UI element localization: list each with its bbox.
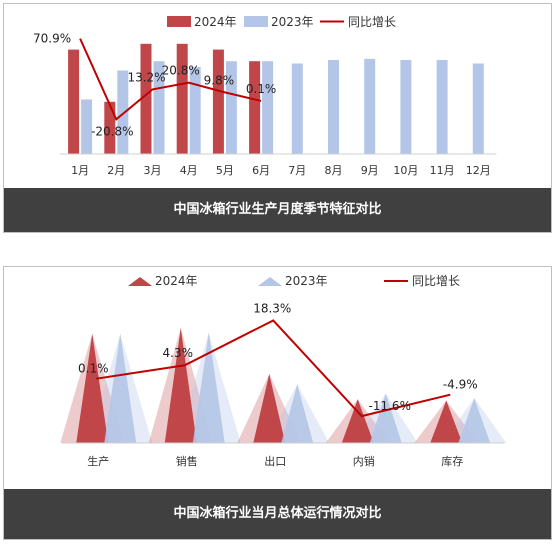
triangle-2023 [192, 332, 225, 443]
bar-2023 [291, 63, 303, 154]
yoy-data-label: 0.1% [246, 82, 277, 96]
chart-title-overview: 中国冰箱行业当月总体运行情况对比 [4, 489, 551, 539]
legend-swatch-2023 [244, 16, 268, 27]
legend-swatch-2024 [167, 16, 191, 27]
x-tick-label: 3月 [144, 164, 162, 177]
x-tick-label: 销售 [176, 454, 198, 468]
x-tick-label: 内销 [353, 454, 375, 468]
bar-2023 [81, 99, 93, 154]
chart-panel-overview: 2024年 2023年 同比增长生产 销售 出口 内销 库存 0.1% 4.3% 18.3% -11… [3, 266, 552, 540]
yoy-line [96, 319, 451, 418]
legend-label-yoy: 同比增长 [412, 274, 460, 288]
bar-2024 [68, 49, 80, 154]
legend-label-2024: 2024年 [155, 274, 198, 288]
bar-2023 [153, 61, 165, 155]
yoy-data-label: -11.6% [369, 399, 411, 413]
bar-2024 [140, 43, 152, 154]
triangle-2023 [458, 398, 491, 443]
x-tick-label: 出口 [264, 454, 286, 468]
yoy-data-label: 20.8% [162, 64, 200, 78]
x-tick-label: 9月 [361, 164, 379, 177]
bar-2024 [104, 101, 116, 154]
yoy-line [79, 38, 262, 121]
yoy-data-label: 4.3% [163, 346, 194, 360]
x-tick-label: 8月 [325, 164, 343, 177]
x-tick-label: 7月 [288, 164, 306, 177]
bar-2024 [212, 49, 224, 154]
bar-2023 [262, 61, 274, 155]
legend-label-2024: 2024年 [194, 15, 237, 29]
triangle-2024 [76, 333, 109, 443]
bar-2024 [249, 61, 261, 155]
chart-panel-monthly: 2024年 2023年 同比增长 1月 2月 3月 4月 5月 6月 7月 8月 9月 10月 11月 12… [3, 3, 552, 233]
x-tick-label: 库存 [441, 454, 463, 468]
x-tick-label: 11月 [430, 164, 455, 177]
yoy-data-label: -20.8% [91, 124, 133, 138]
bar-2023 [189, 67, 201, 154]
x-tick-label: 2月 [107, 164, 125, 177]
bar-2023 [328, 60, 339, 154]
bar-2023 [117, 70, 129, 154]
bar-2023 [364, 58, 376, 154]
bar-2024 [176, 43, 188, 154]
triangle-2023 [369, 393, 402, 443]
triangle-2024 [430, 400, 463, 443]
x-tick-label: 10月 [393, 164, 418, 177]
triangle-2024 [253, 374, 286, 443]
x-tick-label: 5月 [216, 164, 234, 177]
yoy-data-label: 18.3% [253, 301, 291, 315]
legend-swatch-2023 [258, 277, 282, 286]
bar-2023 [225, 61, 237, 155]
x-tick-label: 12月 [466, 164, 491, 177]
legend-label-yoy: 同比增长 [348, 15, 396, 29]
chart-title-monthly: 中国冰箱行业生产月度季节特征对比 [4, 188, 551, 232]
bar-2023 [400, 60, 412, 154]
bar-2023 [472, 63, 484, 154]
triangle-2024 [164, 328, 197, 443]
bar-2023 [436, 60, 448, 154]
legend-label-2023: 2023年 [271, 15, 314, 29]
yoy-data-label: -4.9% [443, 378, 478, 392]
yoy-data-label: 0.1% [78, 362, 109, 376]
yoy-data-label: 70.9% [33, 32, 71, 46]
x-tick-label: 4月 [180, 164, 198, 177]
monthly-chart: 2024年 2023年 同比增长 1月 2月 3月 4月 5月 6月 7月 8月 9月 10月 11月 12… [33, 15, 497, 177]
yoy-data-label: 9.8% [204, 73, 235, 87]
x-tick-label: 6月 [252, 164, 270, 177]
legend-label-2023: 2023年 [285, 274, 328, 288]
x-tick-label: 1月 [71, 164, 89, 177]
legend-swatch-2024 [128, 277, 152, 286]
x-tick-label: 生产 [87, 454, 109, 468]
triangle-2024 [341, 399, 374, 443]
triangle-2023 [104, 333, 137, 443]
yoy-data-label: 13.2% [127, 70, 165, 84]
triangle-2023 [281, 384, 314, 443]
